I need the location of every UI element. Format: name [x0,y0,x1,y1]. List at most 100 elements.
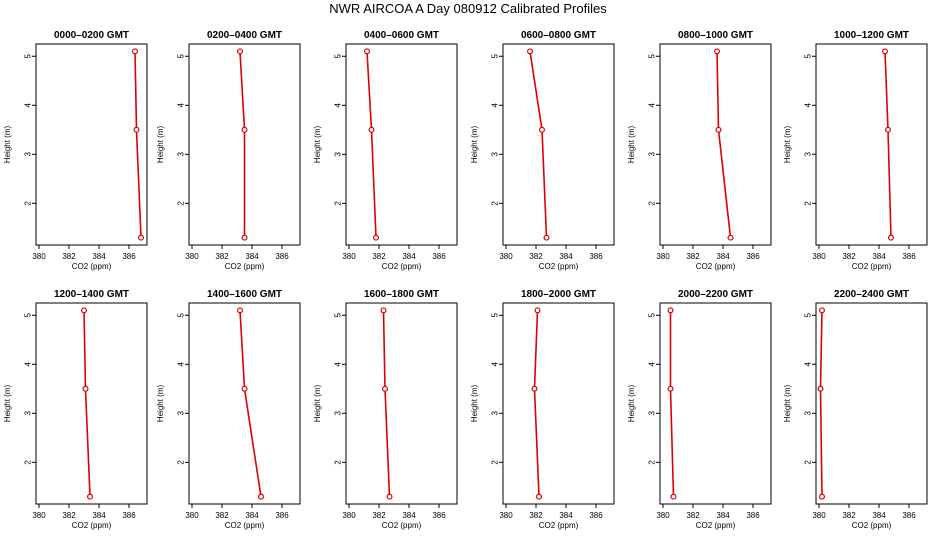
panel-9-ytick-label: 3 [334,411,343,416]
panel-10-xtick-label: 386 [589,511,603,520]
panel-12-xtick-label: 386 [902,511,916,520]
panel-5-title: 0800–1000 GMT [678,30,753,41]
panel-1-ylabel: Height (m) [3,125,12,163]
panel-1-xlabel: CO2 (ppm) [72,262,112,271]
panel-11-ytick-label: 5 [648,312,657,317]
panel-4-xlabel: CO2 (ppm) [539,262,579,271]
panel-12-data-point [817,385,824,392]
panel-11-series-line [669,310,675,497]
panel-10-data-point [535,493,542,500]
panel-6-xtick-label: 384 [872,252,886,261]
panel-6-ytick-label: 4 [804,103,813,108]
panel-8-ytick-label: 4 [177,362,186,367]
panel-12-xtick-label: 380 [812,511,826,520]
panel-3-xtick-label: 380 [342,252,356,261]
panel-2-ylabel: Height (m) [156,125,165,163]
panel-2-data-point [237,48,244,55]
panel-6-frame [815,43,928,246]
panel-11-ytick-label: 3 [648,411,657,416]
panel-12-ytick-label: 3 [804,411,813,416]
panel-3-ylabel: Height (m) [313,125,322,163]
panel-7-frame [35,302,148,505]
panel-9-frame [345,302,458,505]
panel-5-frame [659,43,772,246]
panel-4-frame [502,43,615,246]
panel-11-xlabel: CO2 (ppm) [696,521,736,530]
panel-5-xlabel: CO2 (ppm) [696,262,736,271]
panel-3-data-point [368,126,375,133]
panel-6-data-point [887,234,894,241]
panel-8-frame [188,302,301,505]
panel-7-xtick-label: 384 [92,511,106,520]
panel-3-ytick-label: 5 [334,53,343,58]
panel-10-ytick-label: 5 [491,312,500,317]
panel-3-xtick-label: 386 [432,252,446,261]
panel-4-data-point [543,234,550,241]
panel-9-xlabel: CO2 (ppm) [382,521,422,530]
panel-12-ytick-label: 4 [804,362,813,367]
panel-7-data-point [82,385,89,392]
panel-3-data-point [364,48,371,55]
panel-10-data-point [531,385,538,392]
panel-4-data-point [538,126,545,133]
panel-5-xtick-label: 384 [716,252,730,261]
panel-12-title: 2200–2400 GMT [834,289,909,300]
panel-4-xtick-label: 386 [589,252,603,261]
panel-6-ytick-label: 5 [804,53,813,58]
panel-8-title: 1400–1600 GMT [207,289,282,300]
panel-5-xtick-label: 380 [656,252,670,261]
panel-2-xtick-label: 386 [275,252,289,261]
panel-11-data-point [667,307,674,314]
panel-8-data-point [241,385,248,392]
panel-10-xlabel: CO2 (ppm) [539,521,579,530]
panel-7-xtick-label: 380 [32,511,46,520]
panel-7-title: 1200–1400 GMT [54,289,129,300]
panel-7-xlabel: CO2 (ppm) [72,521,112,530]
panel-5-xtick-label: 382 [686,252,700,261]
panel-12-frame [815,302,928,505]
panel-12-data-point [818,307,825,314]
panel-9-data-point [386,493,393,500]
panel-10-data-point [534,307,541,314]
panel-5-ytick-label: 3 [648,152,657,157]
panel-1-series-line [134,51,142,238]
panel-11-data-point [667,385,674,392]
panel-2-ytick-label: 2 [177,201,186,206]
panel-10-ylabel: Height (m) [470,384,479,422]
panel-5-ytick-label: 2 [648,201,657,206]
panel-3-ytick-label: 3 [334,152,343,157]
panel-4-title: 0600–0800 GMT [521,30,596,41]
panel-1-xtick-label: 386 [122,252,136,261]
panel-6-xtick-label: 380 [812,252,826,261]
panel-4-ytick-label: 4 [491,103,500,108]
panel-4-xtick-label: 380 [499,252,513,261]
panel-9-xtick-label: 384 [402,511,416,520]
panel-1-ytick-label: 4 [24,103,33,108]
panel-4-ylabel: Height (m) [470,125,479,163]
panel-7-xtick-label: 382 [62,511,76,520]
panel-7-ytick-label: 3 [24,411,33,416]
panel-2-ytick-label: 3 [177,152,186,157]
panel-1-title: 0000–0200 GMT [54,30,129,41]
panel-1-xtick-label: 384 [92,252,106,261]
panel-10-frame [502,302,615,505]
panel-7-ytick-label: 4 [24,362,33,367]
panel-7-ytick-label: 5 [24,312,33,317]
panel-9-ylabel: Height (m) [313,384,322,422]
panel-6-ylabel: Height (m) [783,125,792,163]
panel-2-title: 0200–0400 GMT [207,30,282,41]
panel-7-ylabel: Height (m) [3,384,12,422]
panel-9-xtick-label: 382 [372,511,386,520]
panel-12-xtick-label: 384 [872,511,886,520]
panel-2-xtick-label: 382 [215,252,229,261]
panel-3-xlabel: CO2 (ppm) [382,262,422,271]
panel-2-data-point [241,126,248,133]
panel-5-xtick-label: 386 [746,252,760,261]
panel-3-frame [345,43,458,246]
panel-5-ytick-label: 5 [648,53,657,58]
panel-4-series-line [529,51,548,238]
panel-8-xtick-label: 384 [245,511,259,520]
panel-11-data-point [670,493,677,500]
panel-11-xtick-label: 380 [656,511,670,520]
